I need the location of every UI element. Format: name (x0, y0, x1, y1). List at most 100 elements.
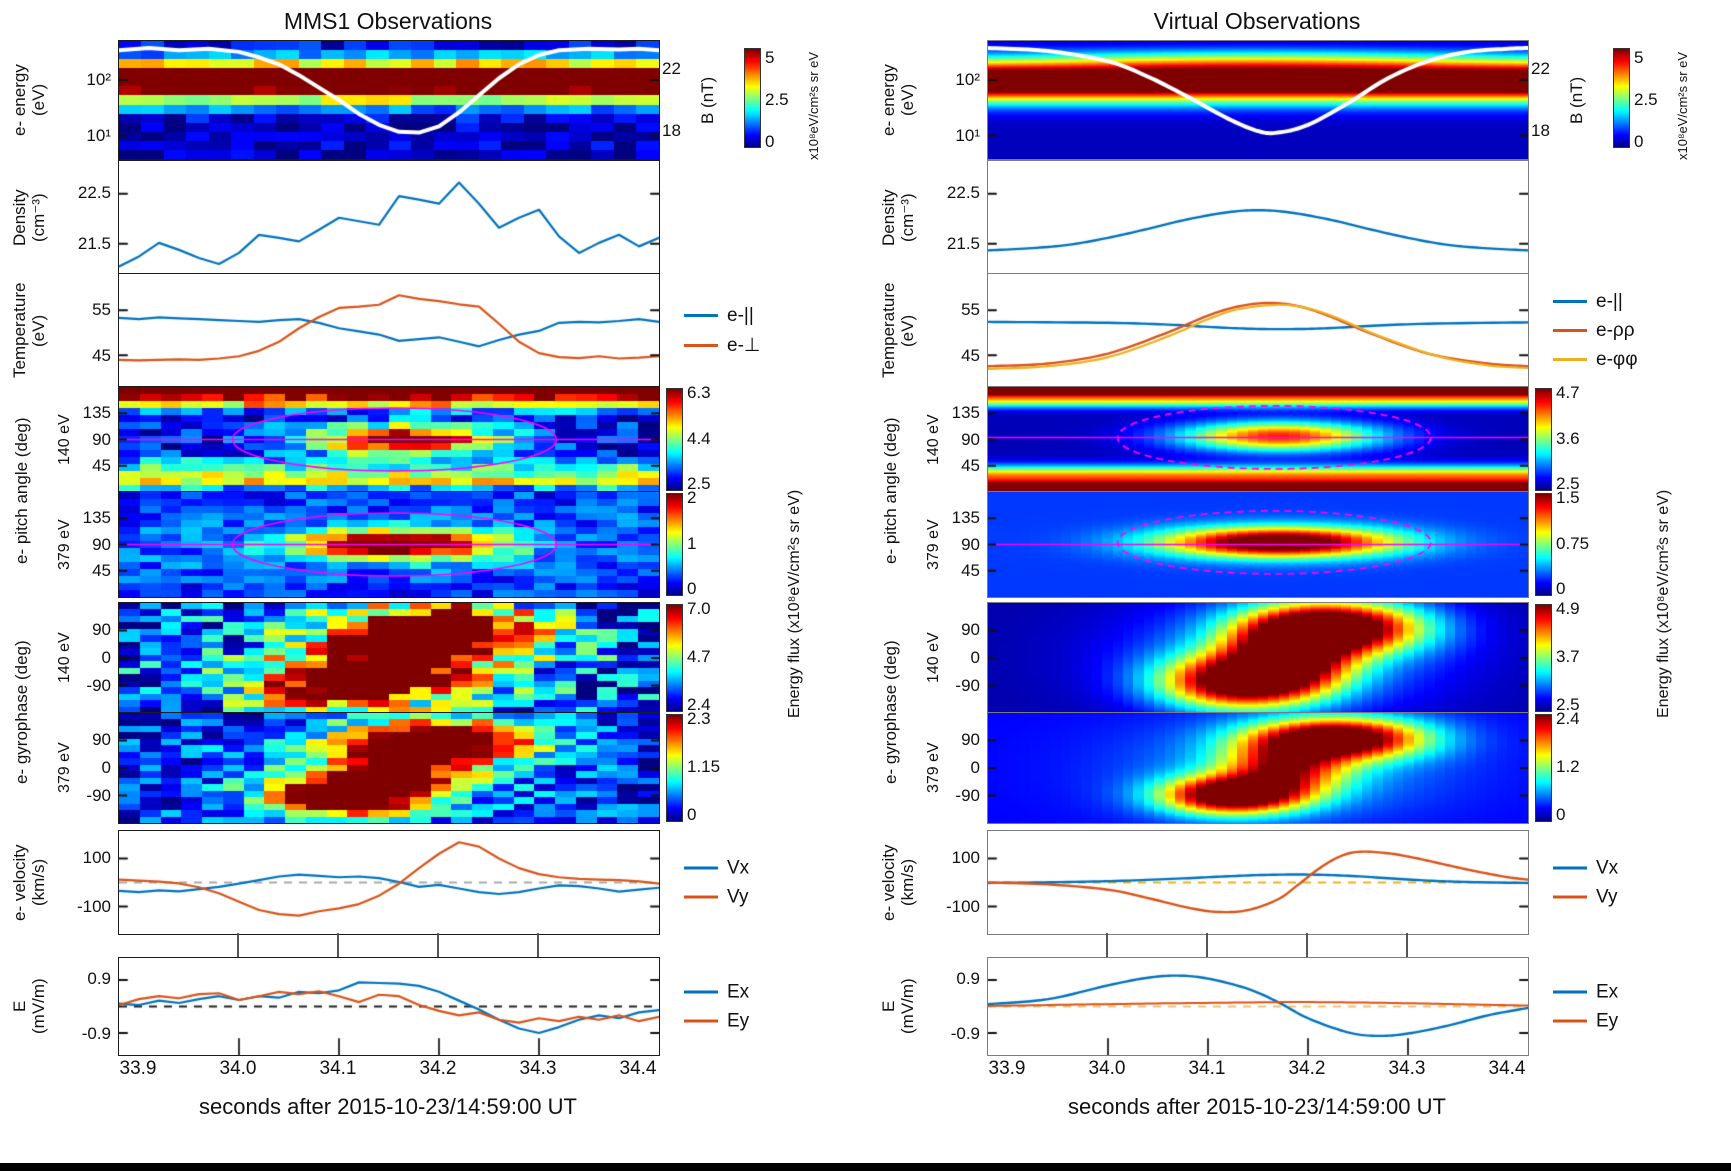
y-axis-label: Density (cm⁻³) (879, 189, 918, 246)
y-tick-label: -90 (86, 786, 111, 805)
x-tick-label: 34.2 (1288, 1058, 1326, 1079)
colorbar-tick-label: 4.9 (1556, 599, 1580, 619)
mms1-temperature-right-area: e-|| e-⊥ (658, 273, 855, 388)
y-tick-label: -90 (86, 676, 111, 695)
colorbar-tick-label: 0 (765, 132, 775, 152)
mms1-velocity-row: e- velocity (km/s) 100 -100 Vx Vy (0, 830, 855, 935)
colorbar-gradient (666, 604, 683, 712)
x-tickmark (337, 933, 339, 957)
mms1-pitch140-row: 140 eV 135 90 45 6.3 4.4 2.5 (0, 383, 855, 493)
virtual-energy-canvas (988, 41, 1528, 159)
mms1-gyro379-plot (118, 712, 660, 824)
legend-line-swatch (684, 990, 718, 994)
colorbar-unit-label: x10⁸eV/cm²s sr eV (1675, 51, 1690, 160)
right-axis-label: B (nT) (698, 76, 717, 124)
right-axis-label: B (nT) (1567, 76, 1586, 124)
virtual-pitch140-plot (987, 386, 1529, 493)
y-tick-label: 90 (92, 534, 111, 554)
virtual-velocity-row: e- velocity (km/s) 100 -100 Vx Vy (869, 830, 1724, 935)
legend-item: e-|| (684, 305, 760, 327)
colorbar-tick-label: 2.5 (687, 473, 711, 493)
virtual-pitch379-row: 379 eV 135 90 45 1.5 0.75 0 (869, 488, 1724, 598)
mms1-pitch140-left-axis: 140 eV 135 90 45 (0, 386, 118, 493)
colorbar-tick-label: 0.75 (1556, 533, 1590, 553)
mms1-x-axis: 33.9 34.0 34.1 34.2 34.3 34.4 (118, 1054, 658, 1088)
y-tick-label: 45 (92, 345, 111, 365)
y-axis-energy-sublabel: 140 eV (56, 414, 73, 465)
colorbar-tick-label: 2 (687, 488, 697, 508)
virtual-temperature-left-axis: Temperature (eV) 55 45 (869, 273, 987, 388)
legend-line-swatch (1553, 1019, 1587, 1023)
energy-flux-unit-label: Energy flux (x10⁸eV/cm²s sr eV) (786, 489, 803, 719)
virtual-pitch379-right-area: 1.5 0.75 0 (1527, 488, 1724, 598)
y-tick-label: 0 (101, 758, 111, 777)
x-tickmark (237, 933, 239, 957)
column-virtual: Virtual Observations e- energy (eV) 10² 10… (869, 6, 1724, 1126)
colorbar-tick-label: 4.4 (687, 428, 711, 448)
y-axis-energy-sublabel: 379 eV (925, 519, 942, 570)
colorbar-tick-label: 3.7 (1556, 647, 1580, 666)
mms1-efield-legend: Ex Ey (684, 974, 749, 1039)
legend-label: Vy (727, 886, 749, 907)
legend-label: Ex (1596, 981, 1619, 1002)
y-tick-label: 45 (92, 456, 111, 476)
y-axis-group-label: e- pitch angle (deg) (881, 417, 900, 565)
colorbar-tick-label: 6.3 (687, 383, 711, 403)
mms1-energy-left-axis: e- energy (eV) 10² 10¹ (0, 40, 118, 160)
colorbar-tick-label: 4.7 (1556, 383, 1580, 403)
y-axis-label: e- energy (eV) (879, 64, 918, 136)
virtual-pitch140-right-area: 4.7 3.6 2.5 (1527, 383, 1724, 493)
colorbar-tick-label: 2.5 (1556, 473, 1580, 493)
x-tickmark (1306, 933, 1308, 957)
colorbar-tick-label: 1.2 (1556, 757, 1580, 776)
x-tick-label: 34.1 (319, 1058, 357, 1079)
virtual-energy-plot (987, 40, 1529, 160)
y-axis-group-label: e- gyrophase (deg) (12, 640, 31, 784)
legend-item: Vy (684, 886, 749, 908)
mms1-energy-right-area: 22 18 B (nT) 5 2.5 0 x10⁸eV/cm²s sr eV (658, 40, 855, 160)
columns-container: MMS1 Observations e- energy (eV) 10² 10¹ 22… (0, 6, 1724, 1126)
mms1-pitch379-row: 379 eV 135 90 45 2 1 0 (0, 488, 855, 598)
mms1-temperature-plot (118, 273, 660, 388)
colorbar-tick-label: 0 (687, 578, 697, 598)
y-tick-label: 135 (82, 402, 111, 422)
virtual-velocity-canvas (988, 831, 1528, 934)
y-axis-label: Density (cm⁻³) (10, 189, 49, 246)
virtual-density-plot (987, 160, 1529, 275)
legend-line-swatch (684, 895, 718, 899)
mms1-gyro140-colorbar (666, 604, 683, 712)
legend-item: Vx (684, 857, 749, 879)
legend-label: Ey (1596, 1010, 1619, 1031)
y-tick-label: 0.9 (956, 969, 980, 989)
virtual-pitch379-plot (987, 491, 1529, 598)
virtual-pitch379-colorbar (1535, 493, 1552, 596)
x-tick-label: 34.0 (1088, 1058, 1126, 1079)
virtual-energy-colorbar (1613, 48, 1630, 148)
y-tick-label: 21.5 (77, 234, 111, 254)
mms1-density-left-axis: Density (cm⁻³) 22.5 21.5 (0, 160, 118, 275)
column-mms1: MMS1 Observations e- energy (eV) 10² 10¹ 22… (0, 6, 855, 1126)
colorbar-gradient (1535, 493, 1552, 596)
mms1-velocity-legend: Vx Vy (684, 850, 749, 915)
legend-label: Ey (727, 1010, 750, 1031)
x-tick-label: 33.9 (119, 1058, 157, 1079)
right-axis-tick-label: 18 (1531, 121, 1550, 141)
bottom-border (0, 1163, 1731, 1171)
legend-item: e-⊥ (684, 334, 760, 357)
legend-item: Ex (684, 981, 749, 1003)
legend-label: Vx (727, 857, 750, 878)
colorbar-tick-label: 2.5 (765, 89, 789, 109)
virtual-density-left-axis: Density (cm⁻³) 22.5 21.5 (869, 160, 987, 275)
virtual-gyro140-right-area: 4.9 3.7 2.5 (1527, 599, 1724, 714)
colorbar-tick-label: 2.4 (1556, 709, 1580, 729)
legend-label: Vy (1596, 886, 1618, 907)
y-axis-label: E (mV/m) (10, 978, 49, 1035)
colorbar-tick-label: 4.7 (687, 647, 711, 666)
x-tick-label: 34.4 (619, 1058, 657, 1079)
y-tick-label: 0 (970, 648, 980, 667)
legend-label: Ex (727, 981, 750, 1002)
colorbar-tick-label: 3.6 (1556, 428, 1580, 448)
mms1-density-row: Density (cm⁻³) 22.5 21.5 (0, 160, 855, 275)
mms1-pitch379-right-area: 2 1 0 (658, 488, 855, 598)
virtual-energy-right-area: 22 18 B (nT) 5 2.5 0 x10⁸eV/cm²s sr eV (1527, 40, 1724, 160)
